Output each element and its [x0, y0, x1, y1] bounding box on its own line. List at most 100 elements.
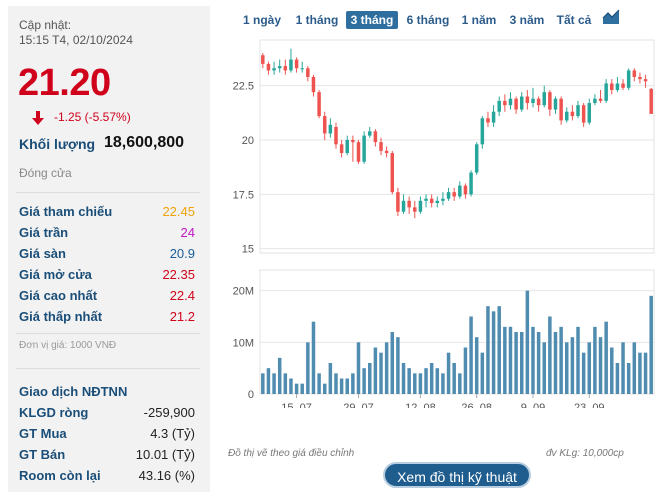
candle-body [565, 111, 569, 121]
volume-bar [536, 332, 541, 394]
volume-tick-label: 0 [248, 389, 254, 401]
stat-row: Giá thấp nhất 21.2 [19, 309, 195, 327]
volume-bar [435, 368, 440, 394]
stat-label: Giá tham chiếu [19, 204, 113, 219]
volume-bar [643, 352, 648, 394]
tab-1-năm[interactable]: 1 năm [461, 13, 497, 27]
candle-body [452, 192, 456, 197]
foreign-label: GT Mua [19, 426, 67, 441]
volume-bar [283, 373, 288, 394]
volume-bar [553, 332, 558, 394]
candle-body [474, 144, 479, 173]
tab-3-năm[interactable]: 3 năm [509, 13, 545, 27]
candle-body [306, 68, 310, 77]
volume-bar [598, 337, 603, 394]
price-tick-label: 22.5 [233, 81, 254, 93]
candle-body [497, 100, 501, 112]
candle-body [643, 79, 648, 82]
candle-body [531, 98, 535, 104]
candle-body [514, 98, 518, 110]
volume-bar [289, 378, 293, 394]
market-status: Đóng cửa [19, 166, 72, 180]
tab-3-tháng[interactable]: 3 tháng [346, 11, 398, 29]
quote-panel: Cập nhật: 15:15 T4, 02/10/2024 21.20 -1.… [8, 6, 210, 492]
stat-value: 22.4 [169, 288, 195, 303]
volume-bar [497, 306, 501, 394]
current-price: 21.20 [18, 62, 111, 104]
volume-bar [328, 363, 333, 394]
tab-1-ngày[interactable]: 1 ngày [242, 13, 281, 27]
price-tick-label: 17.5 [233, 189, 254, 201]
volume-bar [261, 373, 265, 394]
update-label: Cập nhật: [19, 18, 72, 32]
volume-bar [593, 326, 597, 394]
volume-bar [570, 337, 575, 394]
technical-chart-button[interactable]: Xem đồ thị kỹ thuật [383, 462, 531, 488]
tab-1-tháng[interactable]: 1 tháng [295, 13, 339, 27]
volume-bar [581, 352, 586, 394]
chart-footnote: Đồ thị vẽ theo giá điều chỉnh [228, 448, 355, 459]
volume-bar [638, 352, 642, 394]
stat-label: Giá cao nhất [19, 288, 98, 303]
candle-body [593, 98, 597, 104]
volume-bar [407, 368, 411, 394]
stat-value: 22.35 [162, 267, 195, 282]
candle-body [626, 70, 631, 88]
stat-value: 24 [180, 225, 195, 240]
volume-bar [322, 383, 327, 394]
stat-label: Giá trần [19, 225, 69, 240]
candle-body [519, 96, 524, 110]
stat-row: Giá trần 24 [19, 225, 195, 243]
candle-body [322, 116, 327, 134]
candle-body [283, 66, 288, 71]
volume-bar [503, 326, 507, 394]
stat-row: Giá mở cửa 22.35 [19, 267, 195, 285]
candle-body [266, 63, 271, 71]
candle-body [396, 192, 400, 212]
volume-bar [356, 342, 361, 394]
volume-bar [632, 342, 637, 394]
divider [16, 192, 200, 193]
candle-body [446, 192, 451, 199]
tab-tất-cả[interactable]: Tất cả [556, 13, 592, 27]
volume-bar [452, 363, 456, 394]
volume-bar [508, 326, 513, 394]
volume-bar [345, 378, 349, 394]
volume-bar [300, 383, 304, 394]
stat-row: Giá sàn 20.9 [19, 246, 195, 264]
candle-body [384, 150, 389, 154]
candle-body [272, 68, 276, 71]
tab-6-tháng[interactable]: 6 tháng [406, 13, 450, 27]
candle-body [458, 185, 462, 197]
foreign-row: KLGD ròng -259,900 [19, 405, 195, 423]
unit-note: Đơn vị giá: 1000 VNĐ [19, 340, 117, 351]
candle-body [300, 68, 304, 70]
price-panel-frame [259, 39, 655, 254]
volume-bar [610, 347, 614, 394]
volume-bar [486, 306, 490, 394]
stat-row: Giá cao nhất 22.4 [19, 288, 195, 306]
candle-body [289, 59, 293, 71]
volume-bar [446, 352, 451, 394]
price-chart[interactable]: 22.5 20 17.5 15 20M 10M 0 15. 07 29. 07 12. 08 26.… [220, 36, 660, 408]
volume-bar [317, 373, 321, 394]
candle-body [424, 198, 428, 201]
candle-body [610, 83, 614, 90]
candle-body [491, 111, 496, 123]
volume-bar [626, 363, 631, 394]
candle-body [401, 200, 406, 212]
volume-bar [542, 342, 546, 394]
area-chart-icon[interactable] [602, 9, 620, 25]
volume-bar [272, 373, 276, 394]
volume-bar [519, 332, 524, 394]
volume-bar [525, 290, 530, 394]
volume-bar [424, 368, 428, 394]
candle-body [277, 66, 282, 69]
x-tick-label: 23. 09 [574, 402, 605, 408]
candle-body [294, 59, 299, 69]
x-tick-label: 26. 08 [461, 402, 492, 408]
volume-bar [458, 373, 462, 394]
volume-value: 18,600,800 [104, 134, 185, 151]
volume-bar [384, 342, 389, 394]
candle-body [345, 139, 349, 154]
